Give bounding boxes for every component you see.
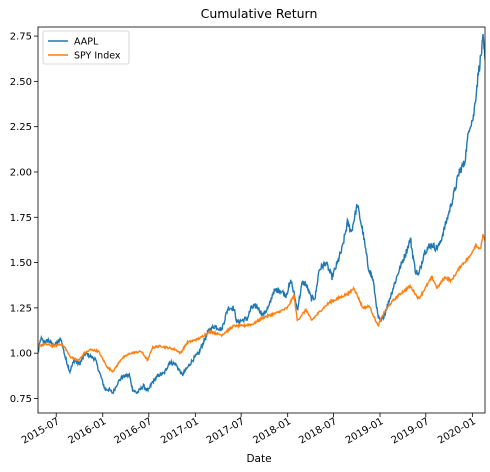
plot-area [37,26,486,414]
y-tick-label: 1.75 [10,213,32,224]
x-tick-label: 2018-01 [251,416,293,446]
x-tick-label: 2016-01 [67,416,109,446]
y-axis: 0.75 1.00 1.25 1.50 1.75 2.00 2.25 2.50 2.75 [10,32,38,405]
x-tick-label: 2019-01 [344,416,386,446]
x-tick-label: 2017-07 [205,416,247,446]
legend-entry: SPY Index [74,51,121,62]
x-tick-label: 2016-07 [113,416,155,446]
x-tick-label: 2015-07 [20,416,62,446]
x-tick-label: 2018-07 [297,416,339,446]
y-tick-label: 2.50 [10,77,32,88]
legend-entry: AAPL [74,37,99,48]
y-tick-label: 1.25 [10,303,32,314]
series-layer [38,34,485,395]
x-axis-label: Date [246,453,271,465]
x-tick-label: 2019-07 [390,416,432,446]
x-axis: 2015-07 2016-01 2016-07 2017-01 2017-07 2018-… [20,413,478,446]
series-line-aapl [38,34,485,395]
y-tick-label: 2.25 [10,122,32,133]
y-tick-label: 2.00 [10,167,32,178]
y-tick-label: 0.75 [10,394,32,405]
plot-frame [37,26,486,414]
chart-title: Cumulative Return [201,6,318,21]
x-tick-label: 2017-01 [159,416,201,446]
legend: AAPL SPY Index [42,30,130,65]
y-tick-label: 1.00 [10,349,32,360]
y-tick-label: 2.75 [10,32,32,43]
y-tick-label: 1.50 [10,258,32,269]
x-tick-label: 2020-01 [436,416,478,446]
series-line-spy-index [38,233,485,373]
